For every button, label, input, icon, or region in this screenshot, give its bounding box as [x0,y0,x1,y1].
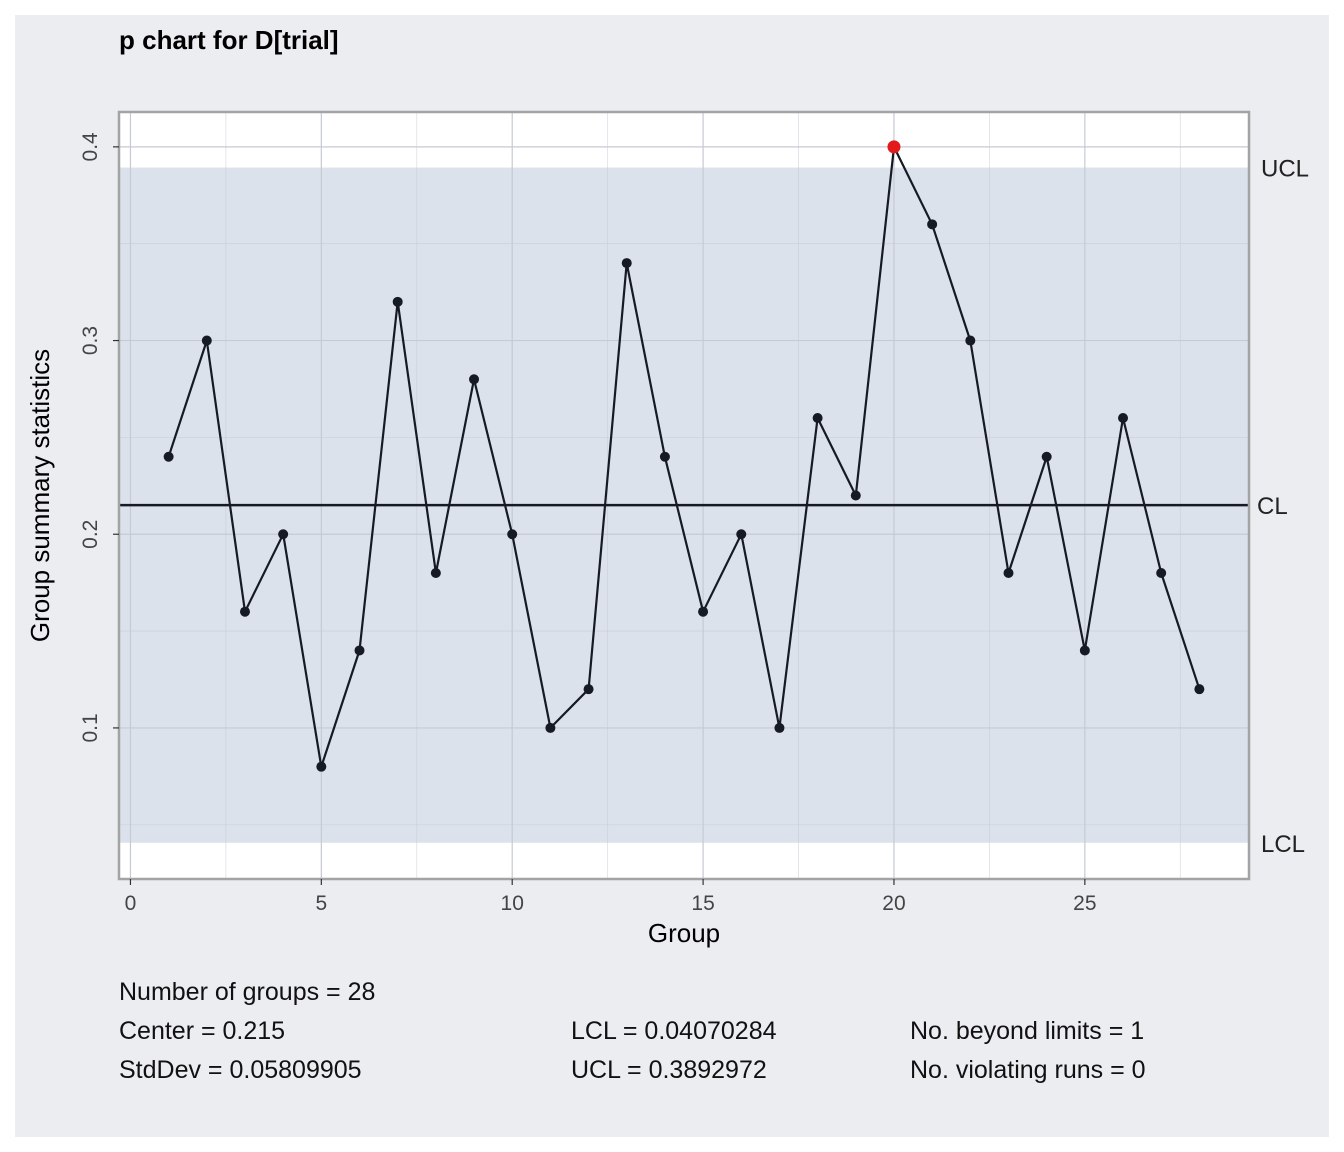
data-point [201,335,212,346]
lcl-label: LCL [1261,831,1305,858]
data-point [1156,567,1167,578]
chart-title: p chart for D[trial] [119,25,339,55]
data-point [1118,413,1129,424]
data-point [1194,684,1205,695]
p-chart: p chart for D[trial] 0 5 10 15 20 25 0.1 0.2 0.3 0… [25,25,1309,948]
data-point [812,413,823,424]
cl-label: CL [1257,493,1288,520]
data-point [392,296,403,307]
data-point [239,606,250,617]
x-tick-label: 25 [1073,892,1096,915]
data-point [659,451,670,462]
plot-border [117,110,1251,881]
y-tick-label: 0.4 [79,132,102,162]
data-point [354,645,365,656]
data-point [850,490,861,501]
stat-stddev: StdDev = 0.05809905 [119,1056,362,1084]
stat-lcl: LCL = 0.04070284 [571,1017,777,1045]
stat-violating-runs: No. violating runs = 0 [910,1056,1146,1084]
y-tick-label: 0.2 [79,520,102,549]
data-point [698,606,709,617]
series-line [167,145,1201,768]
data-point [1079,645,1090,656]
data-point [736,529,747,540]
x-tick-label: 20 [882,892,905,915]
data-point [583,684,594,695]
x-tick-label: 10 [501,892,524,915]
data-point [278,529,289,540]
x-axis-title: Group [648,918,720,948]
data-point [507,529,518,540]
data-point [1041,451,1052,462]
y-tick-label: 0.1 [79,713,102,742]
data-point [927,219,938,230]
y-axis-title: Group summary statistics [25,349,55,642]
stat-center: Center = 0.215 [119,1017,286,1045]
data-point [621,258,632,269]
chart-panel: p chart for D[trial] 0 5 10 15 20 25 0.1 0.2 0.3 0… [15,15,1329,1137]
data-point [316,761,327,772]
y-tick-label: 0.3 [79,326,102,355]
data-point-beyond-limits [887,140,901,154]
stat-ucl: UCL = 0.3892972 [571,1056,767,1084]
data-point [965,335,976,346]
x-tick-label: 5 [315,892,327,915]
stat-number-of-groups: Number of groups = 28 [119,978,376,1006]
ucl-label: UCL [1261,156,1309,183]
data-point [469,374,480,385]
data-point [1003,567,1014,578]
data-point [430,567,441,578]
stat-beyond-limits: No. beyond limits = 1 [910,1017,1145,1045]
data-point [163,451,174,462]
data-point [545,722,556,733]
x-tick-label: 0 [125,892,137,915]
x-tick-label: 15 [691,892,714,915]
data-point [774,722,785,733]
